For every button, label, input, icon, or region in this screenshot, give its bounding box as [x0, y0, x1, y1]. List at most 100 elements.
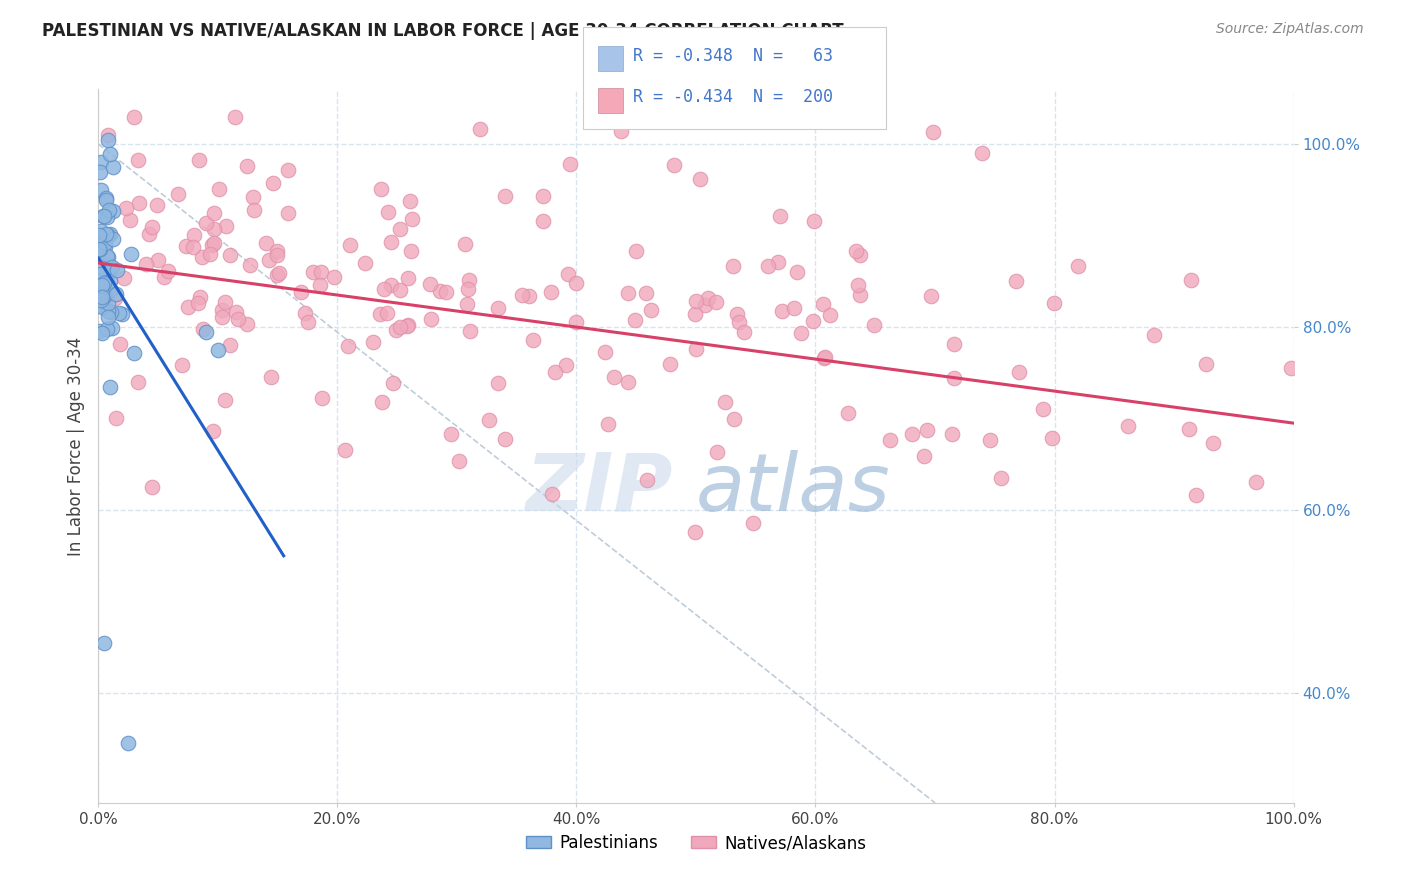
Point: [820, 308, 842, 322]
Point: [769, 209, 792, 223]
Point: [91, 209, 114, 223]
Point: [879, 434, 901, 448]
Point: [94, 240, 117, 254]
Point: [127, 153, 149, 168]
Point: [813, 351, 835, 365]
Point: [725, 307, 748, 321]
Point: [135, 257, 157, 271]
Point: [593, 345, 616, 359]
Point: [942, 337, 965, 351]
Point: [837, 406, 859, 420]
Point: [659, 358, 682, 372]
Point: [363, 335, 385, 350]
Point: [849, 248, 872, 262]
Point: [181, 240, 204, 254]
Point: [389, 283, 412, 297]
Point: [187, 295, 209, 310]
Point: [721, 260, 744, 274]
Point: [112, 270, 135, 285]
Point: [399, 244, 422, 258]
Point: [912, 450, 935, 464]
Point: [89, 298, 111, 312]
Point: [208, 182, 231, 196]
Point: [396, 271, 419, 285]
Point: [211, 302, 233, 317]
Point: [540, 285, 562, 299]
Point: [685, 525, 707, 540]
Point: [207, 343, 229, 357]
Point: [617, 286, 640, 301]
Point: [96, 249, 118, 263]
Point: [920, 289, 942, 303]
Point: [602, 369, 624, 384]
Point: [138, 227, 160, 242]
Point: [87, 289, 110, 303]
Point: [235, 317, 257, 331]
Point: [544, 365, 567, 379]
Point: [211, 310, 233, 324]
Point: [89, 242, 111, 256]
Point: [91, 290, 114, 304]
Point: [89, 164, 111, 178]
Point: [214, 393, 236, 408]
Point: [636, 474, 658, 488]
Point: [693, 298, 716, 312]
Point: [742, 516, 765, 531]
Point: [786, 265, 808, 279]
Point: [922, 125, 945, 139]
Point: [486, 376, 509, 390]
Point: [146, 198, 169, 212]
Point: [624, 244, 647, 258]
Point: [756, 260, 779, 274]
Point: [596, 417, 619, 432]
Point: [202, 221, 225, 235]
Y-axis label: In Labor Force | Age 30-34: In Labor Force | Age 30-34: [66, 336, 84, 556]
Point: [105, 263, 128, 277]
Point: [89, 287, 111, 301]
Point: [120, 212, 142, 227]
Point: [783, 301, 806, 315]
Point: [97, 132, 120, 146]
Point: [87, 324, 110, 338]
Point: [225, 305, 247, 319]
Point: [309, 265, 332, 279]
Point: [214, 294, 236, 309]
Point: [93, 276, 115, 290]
Point: [388, 319, 411, 334]
Point: [96, 227, 118, 242]
Point: [93, 209, 115, 223]
Point: [419, 277, 441, 292]
Point: [541, 486, 564, 500]
Point: [333, 442, 356, 457]
Point: [917, 423, 939, 437]
Point: [96, 322, 118, 336]
Point: [494, 188, 516, 202]
Point: [494, 432, 516, 446]
Point: [103, 292, 125, 306]
Point: [943, 370, 966, 384]
Point: [420, 312, 443, 326]
Point: [531, 214, 554, 228]
Point: [486, 301, 509, 316]
Point: [98, 202, 121, 217]
Point: [114, 201, 136, 215]
Point: [94, 236, 117, 251]
Point: [97, 304, 120, 318]
Point: [266, 248, 288, 262]
Point: [1180, 273, 1202, 287]
Point: [91, 300, 114, 314]
Point: [97, 295, 120, 310]
Point: [1279, 361, 1302, 376]
Point: [380, 235, 402, 249]
Point: [370, 182, 392, 196]
Text: R = -0.348  N =   63: R = -0.348 N = 63: [633, 47, 832, 65]
Point: [849, 288, 872, 302]
Point: [97, 264, 120, 278]
Point: [941, 427, 963, 442]
Point: [90, 278, 112, 293]
Point: [266, 268, 288, 282]
Point: [1032, 401, 1054, 416]
Point: [242, 190, 264, 204]
Point: [267, 266, 290, 280]
Point: [243, 203, 266, 218]
